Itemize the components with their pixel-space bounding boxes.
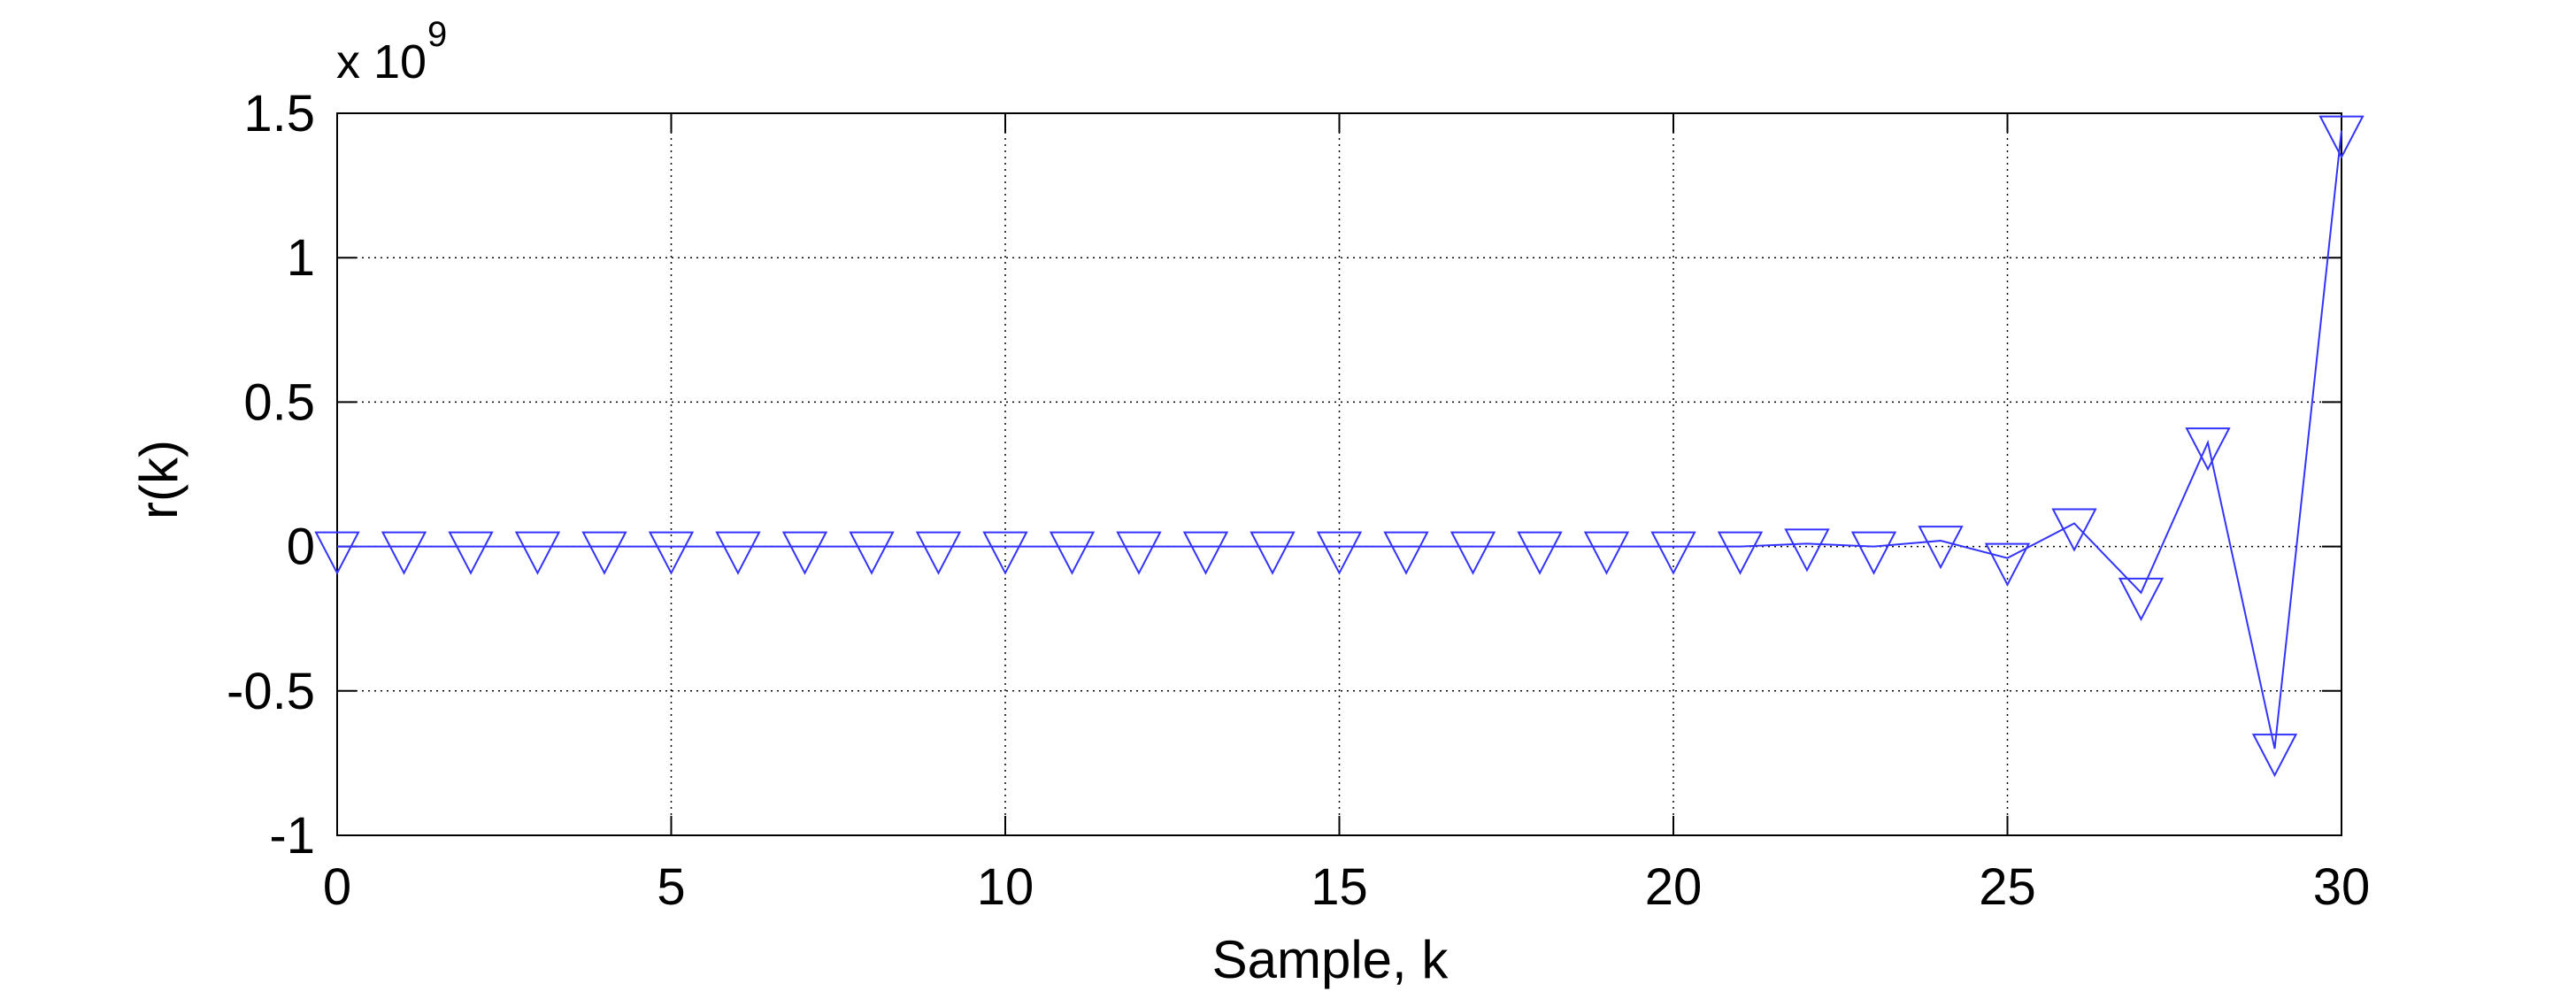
- series-markers: [314, 115, 2365, 778]
- x-tick-label: 15: [1311, 858, 1368, 916]
- data-point-marker: [2118, 577, 2165, 621]
- data-point-marker: [849, 531, 895, 575]
- x-tick-label: 5: [657, 858, 685, 916]
- data-point-marker: [1583, 531, 1630, 575]
- x-axis-label: Sample, k: [1212, 930, 1449, 989]
- data-point-marker: [2051, 508, 2097, 552]
- data-point-marker: [1449, 531, 1496, 575]
- ticks: 0 5 10 15 20 25 30 -1 -0.5 0 0.5 1 1.5: [227, 85, 2370, 916]
- data-point-marker: [1517, 531, 1563, 575]
- y-axis-label: r(k): [129, 440, 188, 519]
- data-point-marker: [1984, 542, 2031, 587]
- data-point-marker: [448, 531, 494, 575]
- data-point-marker: [514, 531, 561, 575]
- data-point-marker: [1850, 531, 1897, 575]
- data-point-marker: [1650, 531, 1696, 575]
- x-tick-label: 20: [1645, 858, 1703, 916]
- data-point-marker: [715, 531, 761, 575]
- y-tick-label: 1.5: [243, 85, 315, 142]
- x-tick-label: 25: [1979, 858, 2036, 916]
- data-point-marker: [982, 531, 1028, 575]
- data-point-marker: [781, 531, 828, 575]
- data-point-marker: [1316, 531, 1363, 575]
- data-point-marker: [1717, 531, 1764, 575]
- y-tick-label: 0.5: [243, 373, 315, 431]
- data-point-marker: [1250, 531, 1296, 575]
- grid: [337, 113, 2341, 835]
- data-point-marker: [314, 531, 360, 575]
- data-point-marker: [1383, 531, 1429, 575]
- data-point-marker: [2251, 734, 2298, 778]
- data-point-marker: [1918, 526, 1964, 570]
- y-tick-label: 1: [287, 229, 315, 287]
- data-point-marker: [2318, 115, 2365, 159]
- data-point-marker: [381, 531, 427, 575]
- data-point-marker: [915, 531, 962, 575]
- y-exponent-base: x 10: [336, 35, 427, 88]
- y-exponent-power: 9: [427, 15, 447, 54]
- data-point-marker: [1116, 531, 1162, 575]
- data-point-marker: [1182, 531, 1229, 575]
- data-point-marker: [1049, 531, 1096, 575]
- data-point-marker: [581, 531, 627, 575]
- series-line: [337, 130, 2342, 749]
- y-tick-label: -0.5: [227, 663, 315, 720]
- x-tick-label: 10: [977, 858, 1034, 916]
- data-point-marker: [648, 531, 695, 575]
- x-tick-label: 30: [2313, 858, 2371, 916]
- x-tick-label: 0: [323, 858, 351, 916]
- data-point-marker: [2185, 427, 2231, 472]
- y-tick-label: 0: [287, 519, 315, 576]
- data-point-marker: [1784, 528, 1830, 573]
- y-tick-label: -1: [269, 807, 315, 865]
